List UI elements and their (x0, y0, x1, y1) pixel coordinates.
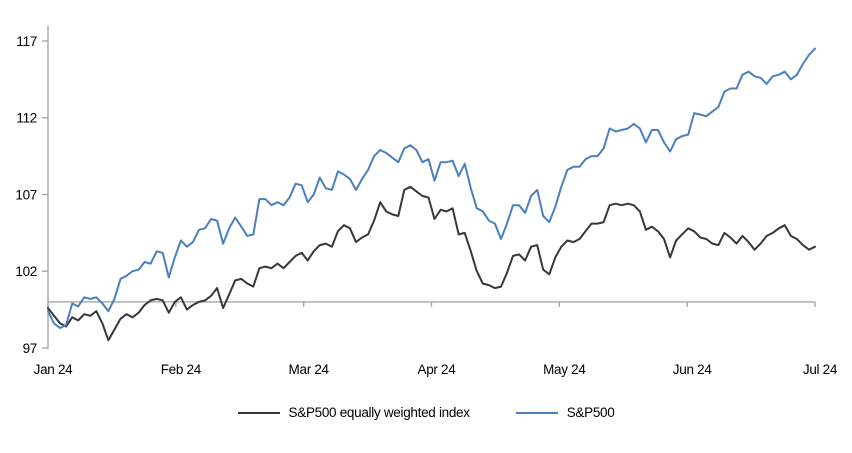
x-axis-label: Jun 24 (673, 362, 713, 377)
price-index-line-chart: 97 102 107 112 117 Jan 24 Feb 24 Mar 24 Apr 24 Ma… (15, 25, 838, 377)
legend-label-equal-weight: S&P500 equally weighted index (288, 405, 470, 420)
y-axis-label: 117 (16, 34, 37, 49)
chart-legend: S&P500 equally weighted index S&P500 (0, 405, 852, 420)
y-axis-label: 97 (23, 341, 37, 356)
series-line-equal_weight (47, 185, 816, 342)
y-axis-label: 102 (15, 264, 37, 279)
series-line-sp500 (47, 47, 816, 329)
y-axis-label: 112 (16, 111, 37, 126)
x-axis-label: Jan 24 (34, 362, 74, 377)
x-axis-label: Apr 24 (418, 362, 457, 377)
x-axis-label: May 24 (543, 362, 586, 377)
x-axis-label: Feb 24 (161, 362, 202, 377)
legend-label-sp500: S&P500 (566, 405, 615, 420)
equal-weight-line-swatch (237, 411, 280, 414)
legend-item-equal-weight: S&P500 equally weighted index (237, 405, 470, 420)
legend-item-sp500: S&P500 (515, 405, 615, 420)
y-axis-label: 107 (15, 187, 37, 202)
x-axis-label: Mar 24 (289, 362, 330, 377)
sp500-line-swatch (515, 411, 558, 414)
x-axis-label: Jul 24 (803, 362, 838, 377)
